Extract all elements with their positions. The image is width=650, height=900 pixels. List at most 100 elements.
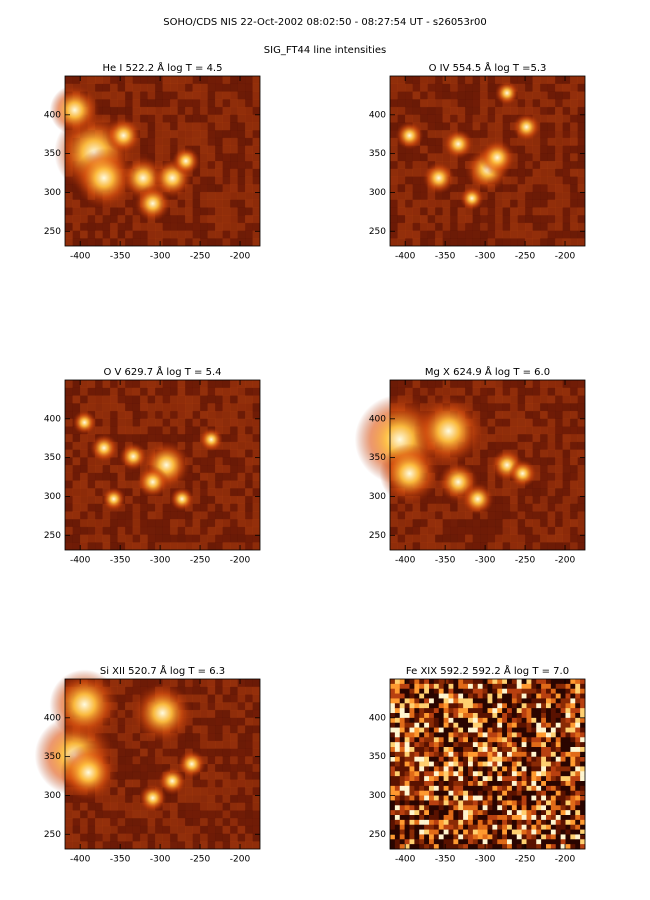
image-pixel <box>399 834 405 840</box>
image-pixel <box>521 717 527 724</box>
image-pixel <box>404 834 410 840</box>
image-pixel <box>516 839 522 845</box>
image-pixel <box>155 519 163 528</box>
image-pixel <box>252 686 261 695</box>
image-pixel <box>463 785 469 792</box>
image-pixel <box>438 756 444 762</box>
image-pixel <box>132 495 141 504</box>
image-pixel <box>65 387 73 396</box>
image-pixel <box>526 732 532 738</box>
image-pixel <box>555 810 561 816</box>
image-pixel <box>540 441 548 450</box>
image-pixel <box>185 511 193 520</box>
image-pixel <box>458 795 464 801</box>
image-pixel <box>517 83 526 92</box>
image-pixel <box>546 688 552 694</box>
image-pixel <box>222 725 231 734</box>
image-pixel <box>458 776 464 782</box>
image-pixel <box>570 785 576 792</box>
image-pixel <box>562 161 571 170</box>
image-pixel <box>541 751 547 758</box>
image-pixel <box>577 534 586 543</box>
image-pixel <box>465 387 473 396</box>
image-pixel <box>487 751 493 758</box>
image-pixel <box>409 805 415 811</box>
image-pixel <box>95 238 103 247</box>
image-pixel <box>245 380 253 389</box>
image-pixel <box>482 732 488 738</box>
image-pixel <box>72 810 81 819</box>
image-pixel <box>394 751 401 758</box>
image-pixel <box>394 800 401 806</box>
image-pixel <box>497 776 503 782</box>
image-pixel <box>409 727 415 733</box>
image-pixel <box>394 679 401 685</box>
image-pixel <box>394 713 401 719</box>
image-pixel <box>511 815 518 821</box>
image-pixel <box>577 99 586 108</box>
image-pixel <box>155 130 163 139</box>
image-pixel <box>547 441 556 450</box>
image-pixel <box>207 519 216 528</box>
image-pixel <box>465 534 473 543</box>
image-pixel <box>200 686 208 695</box>
image-pixel <box>125 426 133 435</box>
image-pixel <box>420 222 428 231</box>
image-pixel <box>192 526 201 535</box>
image-pixel <box>230 176 238 185</box>
image-pixel <box>72 191 81 200</box>
image-pixel <box>192 542 201 551</box>
image-pixel <box>390 176 398 185</box>
image-pixel <box>245 480 253 489</box>
y-tick-label: 350 <box>369 453 386 463</box>
image-pixel <box>517 526 526 535</box>
image-pixel <box>200 230 208 239</box>
image-pixel <box>147 748 156 757</box>
image-pixel <box>546 747 552 753</box>
image-pixel <box>147 825 156 834</box>
image-pixel <box>472 137 481 146</box>
image-pixel <box>510 199 518 208</box>
image-pixel <box>215 380 223 389</box>
image-pixel <box>453 756 459 762</box>
image-pixel <box>516 844 522 850</box>
image-pixel <box>453 781 459 787</box>
image-pixel <box>550 722 557 728</box>
image-pixel <box>147 534 156 543</box>
image-pixel <box>215 679 223 688</box>
image-pixel <box>502 785 508 792</box>
image-pixel <box>414 766 420 772</box>
image-pixel <box>507 722 513 728</box>
image-pixel <box>532 380 541 389</box>
image-pixel <box>230 733 238 742</box>
image-pixel <box>394 688 401 694</box>
image-pixel <box>192 511 201 520</box>
image-pixel <box>540 99 548 108</box>
image-pixel <box>555 708 561 714</box>
image-pixel <box>495 122 503 131</box>
image-pixel <box>72 238 81 247</box>
image-pixel <box>577 441 586 450</box>
image-pixel <box>397 526 406 535</box>
image-pixel <box>147 106 156 115</box>
image-pixel <box>540 387 548 396</box>
image-pixel <box>177 230 186 239</box>
image-pixel <box>550 698 557 704</box>
image-pixel <box>438 703 444 709</box>
image-pixel <box>480 130 488 139</box>
image-pixel <box>409 795 415 801</box>
image-pixel <box>560 713 566 719</box>
image-pixel <box>390 106 398 115</box>
image-pixel <box>565 805 571 811</box>
image-pixel <box>525 542 533 551</box>
image-pixel <box>222 137 231 146</box>
image-pixel <box>502 230 511 239</box>
image-pixel <box>252 99 261 108</box>
image-pixel <box>404 693 410 699</box>
image-pixel <box>550 688 557 694</box>
image-pixel <box>424 679 430 685</box>
image-pixel <box>424 703 430 709</box>
image-pixel <box>575 761 581 767</box>
image-pixel <box>192 230 201 239</box>
image-pixel <box>555 717 561 724</box>
